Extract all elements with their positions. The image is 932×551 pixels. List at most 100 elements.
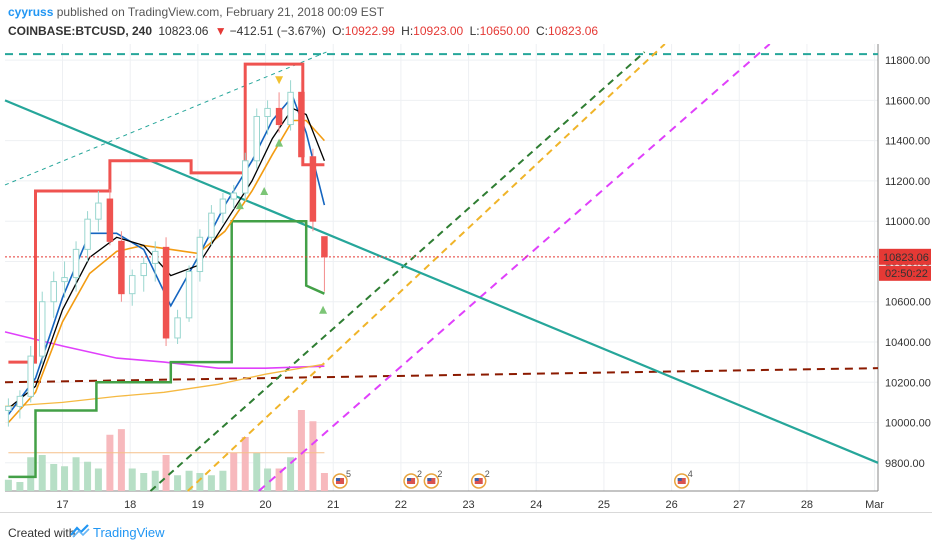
volume-bar (219, 470, 227, 491)
candle-body (241, 160, 249, 194)
countdown-box (879, 265, 931, 281)
volume-bar (16, 482, 24, 491)
x-tick-label: 18 (124, 499, 136, 511)
down-arrow-icon: ▼ (214, 24, 227, 38)
high-value: 10923.00 (413, 24, 464, 38)
volume-bar (174, 475, 182, 491)
candle-body (16, 395, 24, 407)
x-tick-label: Mar (865, 499, 884, 511)
candle-body (38, 301, 46, 357)
tradingview-brand-link[interactable]: TradingView (93, 525, 165, 540)
candle-body (118, 240, 125, 295)
x-tick-label: 28 (801, 499, 813, 511)
volume-bar (38, 455, 46, 491)
y-tick-label: 11800.00 (885, 55, 930, 67)
event-flag-icon-canton (677, 478, 682, 481)
descending-trendline (4, 99, 879, 464)
high-label: H: (401, 24, 414, 38)
buy-signal-marker (260, 186, 269, 195)
volume-bar (94, 468, 102, 491)
candle-body (84, 218, 91, 250)
upper-channel-line (4, 51, 327, 186)
event-flag-icon-canton (427, 478, 432, 481)
candle-body (27, 355, 34, 397)
candle-body (106, 198, 114, 242)
candle-body (140, 262, 147, 277)
volume-bar (128, 468, 136, 491)
event-count: 2 (437, 469, 442, 479)
candle-body (72, 248, 80, 279)
event-count: 2 (485, 469, 490, 479)
volume-bar (297, 410, 305, 491)
y-tick-label: 9800.00 (885, 458, 925, 470)
low-label: L: (469, 24, 480, 38)
y-tick-label: 10200.00 (885, 377, 931, 389)
volume-bar (275, 468, 283, 491)
volume-bar (106, 434, 114, 491)
x-tick-label: 22 (395, 499, 407, 511)
volume-bar (185, 470, 193, 491)
y-tick-label: 10400.00 (885, 337, 931, 349)
candle-body (95, 202, 102, 220)
candle-body (5, 405, 12, 411)
volume-bar (207, 475, 215, 491)
candle-body (208, 212, 215, 238)
author-link[interactable]: cyyruss (8, 5, 54, 19)
candle-body (128, 275, 136, 295)
axes: 9800.00 10000.00 10200.00 10400.00 10600.00 1… (56, 55, 931, 511)
volume-bar (309, 421, 317, 491)
volume-bar (241, 437, 249, 491)
volume-bar (4, 479, 12, 491)
signal-markers (235, 76, 328, 314)
symbol-label: COINBASE:BTCUSD, 240 (8, 24, 153, 38)
x-tick-label: 27 (733, 499, 745, 511)
open-value: 10922.99 (344, 24, 395, 38)
x-tick-label: 20 (259, 499, 271, 511)
candle-body (275, 107, 283, 126)
volume-bar (151, 470, 159, 491)
volume-bar (230, 452, 238, 491)
grid (5, 44, 879, 492)
event-flag-icon-canton (335, 478, 340, 481)
x-tick-label: 24 (530, 499, 542, 511)
volume-bar (287, 457, 295, 491)
y-tick-label: 10000.00 (885, 418, 931, 430)
event-markers: 5 2 2 2 4 (332, 469, 693, 489)
candle-body (298, 91, 305, 158)
price-tag-value: 10823.06 (883, 252, 929, 264)
red-stop-band (8, 62, 325, 364)
candle-body (219, 198, 227, 214)
orange-projection-line (187, 44, 666, 492)
chart-header: cyyruss published on TradingView.com, Fe… (0, 0, 932, 44)
candles (5, 80, 328, 427)
created-with-label: Created with (8, 526, 76, 540)
volume-bar (117, 429, 125, 491)
candle-body (287, 91, 294, 126)
volume-bar (84, 461, 92, 491)
publish-text: published on TradingView.com, February 2… (56, 5, 385, 19)
x-tick-label: 25 (598, 499, 610, 511)
candle-body (196, 236, 204, 273)
buy-signal-marker (235, 201, 244, 210)
footer: Created with TradingView (0, 512, 932, 551)
y-tick-label: 10600.00 (885, 297, 931, 309)
candle-body (50, 281, 57, 303)
volume-bar (50, 464, 58, 491)
buy-signal-marker (319, 305, 328, 314)
x-tick-label: 21 (327, 499, 339, 511)
volume-bar (196, 473, 204, 491)
green-projection-line (149, 51, 646, 492)
magenta-ma-line (4, 331, 325, 370)
price-tag-box (879, 248, 931, 265)
candle-body (253, 115, 260, 162)
volume-bar (72, 457, 80, 491)
event-count: 2 (417, 469, 422, 479)
countdown-value: 02:50:22 (885, 268, 928, 280)
x-tick-label: 19 (192, 499, 204, 511)
volume-bar (162, 455, 170, 491)
buy-signal-marker (275, 138, 284, 147)
ohlc-line: COINBASE:BTCUSD, 240 10823.06 ▼ −412.51 (… (8, 24, 601, 38)
sell-signal-marker (275, 76, 284, 85)
candle-body (174, 317, 181, 339)
